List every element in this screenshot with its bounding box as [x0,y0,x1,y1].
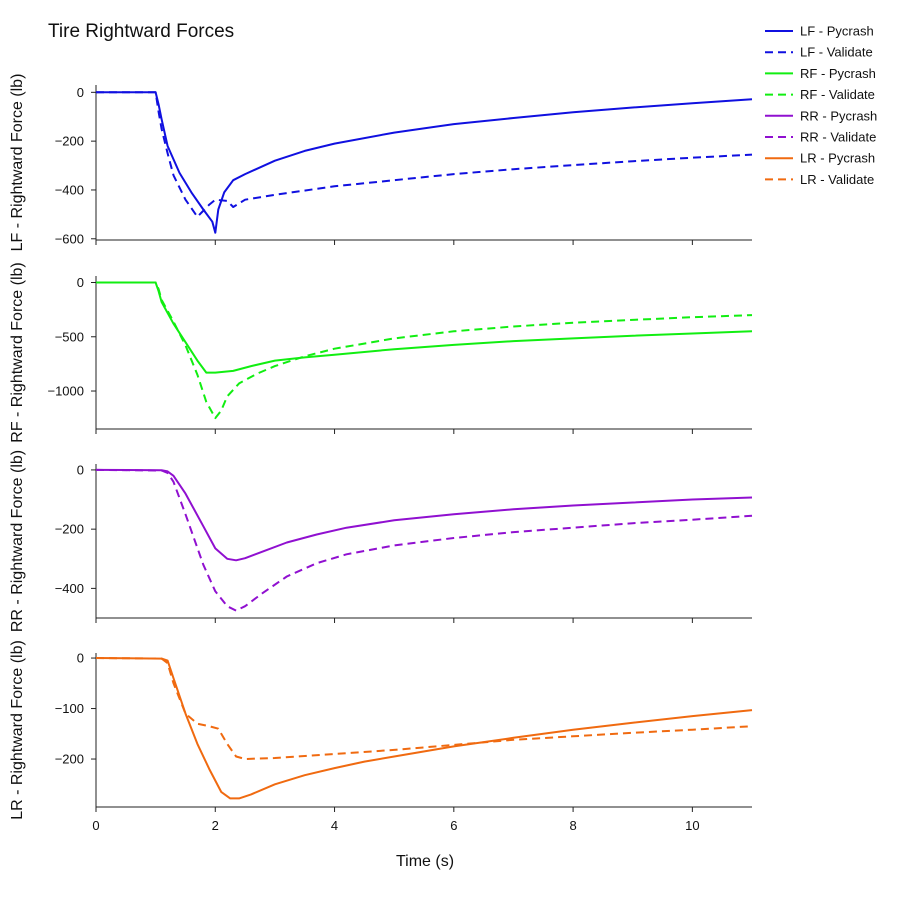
y-tick-label: 0 [77,651,84,666]
legend-item: RR - Pycrash [765,108,877,123]
chart-title: Tire Rightward Forces [48,21,234,42]
legend-label: RR - Pycrash [800,108,877,123]
panel-2: 0 −200 −400 RR - Rightward Force (lb) [9,450,753,632]
x-axis-label: Time (s) [396,853,454,870]
y-tick-label: 0 [77,462,84,477]
legend-item: LR - Pycrash [765,151,875,166]
legend-item: LF - Pycrash [765,24,874,39]
series-line [95,468,753,612]
y-tick-label: −1000 [47,384,84,399]
legend-label: LR - Pycrash [800,151,875,166]
legend-label: LF - Pycrash [800,24,874,39]
x-tick-label: 10 [685,818,699,833]
series-line [95,468,753,562]
y-tick-label: 0 [77,275,84,290]
series-line [95,657,753,760]
legend-label: RF - Validate [800,87,875,102]
y-axis-label: RR - Rightward Force (lb) [9,450,26,632]
y-axis-label: RF - Rightward Force (lb) [9,262,26,442]
y-axis-label: LF - Rightward Force (lb) [9,74,26,252]
x-tick-label: 6 [450,818,457,833]
legend-item: RF - Pycrash [765,66,876,81]
panel-3: 0 −100 −200 0 2 4 6 8 10 LR - Rightward Force (lb… [9,640,753,833]
legend-item: LR - Validate [765,172,874,187]
plot-panels: 0 −200 −400 −600 LF - Rightward Force (lb) 0 −… [9,74,753,833]
y-tick-label: −500 [55,329,84,344]
x-tick-label: 4 [331,818,338,833]
series-line [95,657,753,800]
x-tick-label: 8 [569,818,576,833]
legend-item: RR - Validate [765,130,876,145]
legend: LF - Pycrash LF - Validate RF - Pycrash RF … [765,24,877,187]
y-tick-label: −400 [55,182,84,197]
y-axis-label: LR - Rightward Force (lb) [9,640,26,820]
x-tick-label: 2 [212,818,219,833]
panel-1: 0 −500 −1000 RF - Rightward Force (lb) [9,262,753,443]
series-line [96,281,753,420]
y-tick-label: 0 [77,85,84,100]
legend-label: LR - Validate [800,172,874,187]
legend-item: RF - Validate [765,87,875,102]
panel-0: 0 −200 −400 −600 LF - Rightward Force (lb) [9,74,753,252]
y-tick-label: −200 [55,134,84,149]
legend-label: LF - Validate [800,45,873,60]
series-line [96,281,753,374]
legend-label: RF - Pycrash [800,66,876,81]
y-tick-label: −400 [55,581,84,596]
y-tick-label: −200 [55,522,84,537]
y-tick-label: −100 [55,701,84,716]
y-tick-label: −200 [55,752,84,767]
y-tick-label: −600 [55,231,84,246]
series-line [96,91,753,218]
legend-item: LF - Validate [765,45,873,60]
legend-label: RR - Validate [800,130,876,145]
x-tick-label: 0 [92,818,99,833]
series-line [96,91,753,234]
